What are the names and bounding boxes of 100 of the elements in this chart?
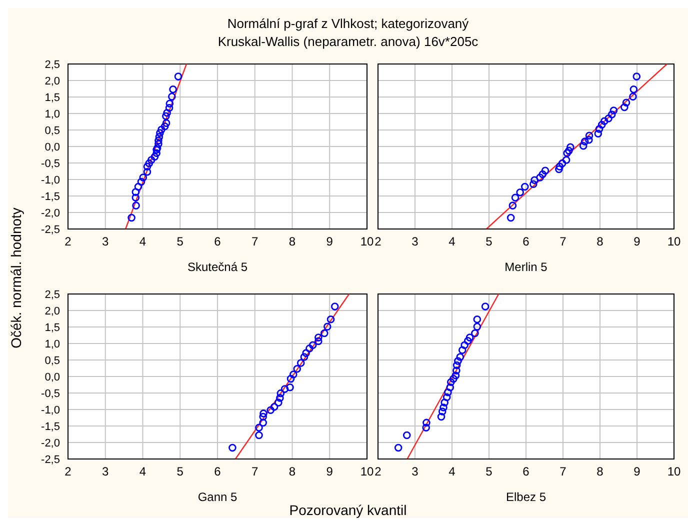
point (163, 108, 171, 117)
y-tick-label: -0,5 (41, 388, 60, 400)
x-tick-label: 8 (596, 464, 604, 479)
y-tick-label: 0,0 (44, 371, 60, 384)
x-tick-label: 6 (214, 234, 222, 249)
point (620, 103, 628, 112)
point (394, 444, 402, 452)
point (168, 92, 176, 101)
point (326, 316, 335, 324)
x-tick-label: 7 (252, 234, 259, 249)
point (541, 166, 550, 174)
point (152, 149, 160, 157)
x-axis-title: Gann 5 (198, 490, 238, 504)
point (530, 176, 538, 184)
x-axis-title: Merlin 5 (504, 260, 548, 274)
point (516, 188, 524, 196)
point (255, 424, 263, 432)
point (300, 353, 308, 361)
point (508, 202, 517, 210)
point (323, 322, 332, 331)
point (306, 344, 314, 352)
x-tick-label: 10 (667, 464, 681, 479)
point (132, 194, 140, 202)
point (632, 72, 641, 80)
point (440, 404, 448, 412)
x-tick-label: 4 (448, 464, 456, 479)
point (600, 117, 608, 125)
point (320, 329, 328, 338)
point (471, 329, 479, 338)
y-tick-label: -2,5 (41, 454, 60, 466)
point (255, 431, 263, 440)
point (595, 125, 604, 133)
point (598, 120, 606, 129)
point (594, 130, 602, 138)
point (555, 165, 563, 174)
point (473, 316, 482, 324)
point (565, 146, 573, 155)
point (604, 114, 612, 122)
y-tick-label: -2,5 (41, 224, 60, 236)
y-tick-label: 1,0 (44, 338, 60, 350)
point (276, 394, 284, 402)
point (289, 370, 298, 378)
point (456, 353, 464, 361)
x-tick-label: 7 (560, 464, 567, 479)
point (308, 341, 317, 350)
point (302, 349, 310, 357)
point (466, 334, 474, 342)
x-tick-label: 9 (634, 234, 641, 249)
y-tick-label: -2,0 (41, 207, 60, 220)
y-tick-label: 1,5 (44, 92, 60, 104)
point (558, 159, 566, 168)
point (293, 365, 302, 373)
point (444, 388, 452, 396)
point (132, 202, 140, 210)
point (450, 374, 458, 383)
x-tick-label: 2 (374, 234, 382, 249)
y-tick-label: 2,5 (44, 288, 60, 301)
point (608, 110, 616, 118)
point (137, 178, 146, 186)
point (155, 133, 164, 141)
x-tick-label: 3 (412, 234, 419, 249)
x-tick-label: 7 (560, 234, 567, 249)
point (511, 194, 520, 202)
point (286, 383, 294, 392)
point (520, 182, 529, 191)
x-tick-label: 8 (288, 234, 296, 249)
point (158, 126, 166, 134)
x-tick-label: 2 (64, 464, 72, 479)
x-tick-label: 8 (596, 234, 604, 249)
point (274, 398, 282, 406)
x-tick-label: 5 (486, 234, 493, 249)
point (139, 174, 148, 182)
point (610, 106, 618, 114)
y-axis-title: Očék. normál. hodnoty (8, 208, 24, 348)
point (143, 168, 152, 176)
point (402, 431, 411, 440)
point (169, 86, 177, 94)
x-tick-label: 9 (326, 464, 334, 479)
point (259, 412, 267, 421)
point (585, 132, 594, 140)
point (452, 361, 461, 370)
point (296, 359, 305, 367)
point (259, 418, 267, 427)
x-tick-label: 5 (486, 464, 493, 479)
y-tick-label: 0,0 (44, 141, 60, 154)
x-tick-label: 4 (448, 234, 456, 249)
point (442, 393, 451, 402)
point (162, 112, 170, 120)
point (422, 418, 430, 427)
point (446, 383, 454, 392)
point (266, 406, 274, 414)
point (473, 322, 482, 331)
point (286, 374, 295, 383)
point (538, 170, 547, 178)
x-tick-label: 4 (139, 234, 146, 249)
y-tick-label: 2,0 (44, 75, 60, 88)
point (174, 72, 182, 80)
y-tick-label: 2,0 (44, 305, 60, 318)
point (585, 136, 593, 144)
point (280, 385, 289, 393)
